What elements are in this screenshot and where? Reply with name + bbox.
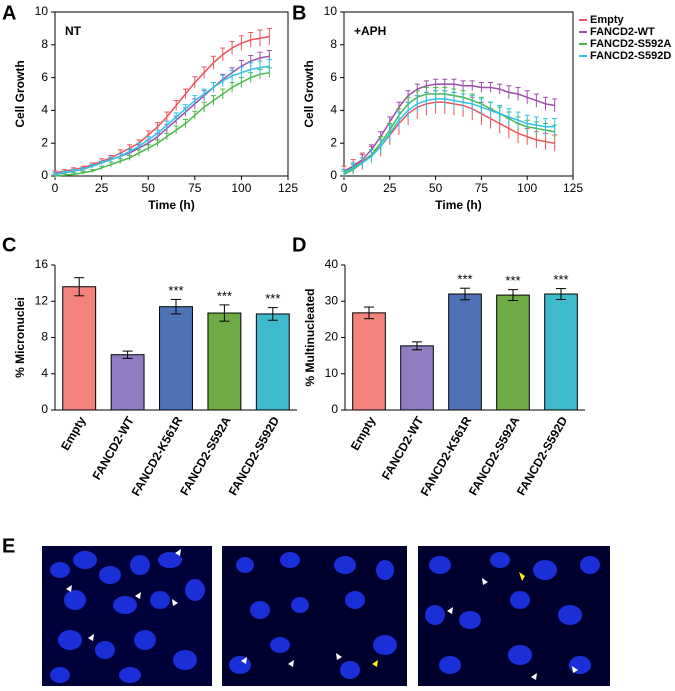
x-tick-label: 100 [231,181,251,195]
panel-label: D [292,234,306,256]
bar [544,293,578,411]
y-tick-label: 8 [41,330,48,344]
panel-label: A [2,2,16,24]
x-tick-label: FANCD2-K561R [129,414,186,499]
x-tick-label: 125 [563,181,583,195]
series-line [343,93,555,176]
series-line [54,71,270,177]
y-tick-label: 0 [330,168,337,182]
y-tick-label: 10 [325,366,339,380]
y-tick-label: 0 [41,402,48,416]
y-tick-label: 0 [331,402,338,416]
series-line [343,83,555,174]
x-tick-label: 100 [517,181,537,195]
y-axis-label: Cell Growth [13,60,27,127]
y-axis-label: % Multinucleated [303,288,317,386]
axes [54,11,289,177]
series-line [54,35,270,174]
bar [496,294,530,411]
plot-title: NT [65,24,82,38]
panel-label: C [2,234,16,256]
y-tick-label: 4 [330,103,337,117]
y-tick-label: 6 [41,70,48,84]
bar [255,313,290,411]
x-tick-label: 25 [383,181,397,195]
x-tick-label: Empty [348,414,379,453]
y-tick-label: 8 [330,37,337,51]
y-tick-label: 10 [35,4,49,18]
significance-label: *** [505,273,520,288]
series-line [343,98,555,174]
series-line [343,101,555,172]
y-tick-label: 30 [325,293,339,307]
legend-label: FANCD2-WT [590,26,655,38]
x-tick-label: FANCD2-S592A [177,414,234,498]
x-tick-label: Empty [58,414,89,453]
micrograph-panels [42,546,610,686]
x-axis-label: Time (h) [435,198,481,212]
x-tick-label: 50 [142,181,156,195]
significance-label: *** [553,272,568,287]
bar [207,312,242,411]
panel-label: E [2,535,15,557]
significance-label: *** [265,291,280,306]
y-tick-label: 16 [35,257,49,271]
y-tick-label: 4 [41,366,48,380]
x-tick-label: 0 [52,181,59,195]
y-axis-label: % Micronuclei [13,297,27,378]
bar [159,306,193,411]
x-tick-label: FANCD2-WT [89,414,137,483]
bar [352,312,386,411]
x-tick-label: 0 [341,181,348,195]
legend-label: FANCD2-S592D [590,50,671,62]
x-tick-label: FANCD2-S592D [514,414,571,498]
x-tick-label: 50 [429,181,443,195]
x-tick-label: 75 [188,181,202,195]
y-tick-label: 12 [35,293,49,307]
series-line [54,65,270,176]
bar [62,286,97,411]
y-tick-label: 20 [325,330,339,344]
y-tick-label: 10 [324,4,338,18]
y-tick-label: 6 [330,70,337,84]
x-tick-label: FANCD2-K561R [418,414,475,499]
y-tick-label: 2 [330,135,337,149]
x-tick-label: FANCD2-S592D [226,414,283,498]
x-axis-label: Time (h) [148,198,194,212]
x-tick-label: 25 [95,181,109,195]
significance-label: *** [217,288,232,303]
y-tick-label: 2 [41,135,48,149]
x-tick-label: FANCD2-WT [379,414,427,483]
y-tick-label: 40 [325,257,339,271]
x-tick-label: 75 [475,181,489,195]
panel-label: B [292,2,306,24]
y-tick-label: 4 [41,103,48,117]
y-tick-label: 8 [41,37,48,51]
y-tick-label: 0 [41,168,48,182]
bar [448,293,482,411]
significance-label: *** [168,283,183,298]
x-tick-label: FANCD2-S592A [466,414,523,498]
x-tick-label: 125 [278,181,298,195]
legend-label: FANCD2-S592A [590,38,671,50]
plot-title: +APH [354,24,386,38]
bar [400,345,434,411]
significance-label: *** [457,272,472,287]
bar [110,354,145,411]
y-axis-label: Cell Growth [302,60,316,127]
legend-label: Empty [590,14,625,26]
